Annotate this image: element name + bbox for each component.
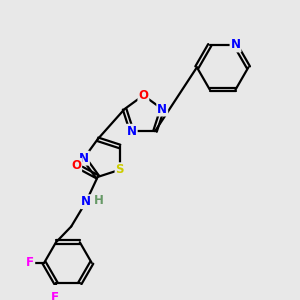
Text: N: N [230, 38, 241, 52]
Text: O: O [138, 89, 148, 102]
Text: S: S [116, 163, 124, 176]
Text: N: N [127, 125, 137, 138]
Text: H: H [94, 194, 103, 207]
Text: N: N [157, 103, 167, 116]
Text: N: N [81, 195, 91, 208]
Text: O: O [71, 159, 81, 172]
Text: F: F [26, 256, 34, 269]
Text: F: F [50, 291, 59, 300]
Text: N: N [79, 152, 89, 165]
